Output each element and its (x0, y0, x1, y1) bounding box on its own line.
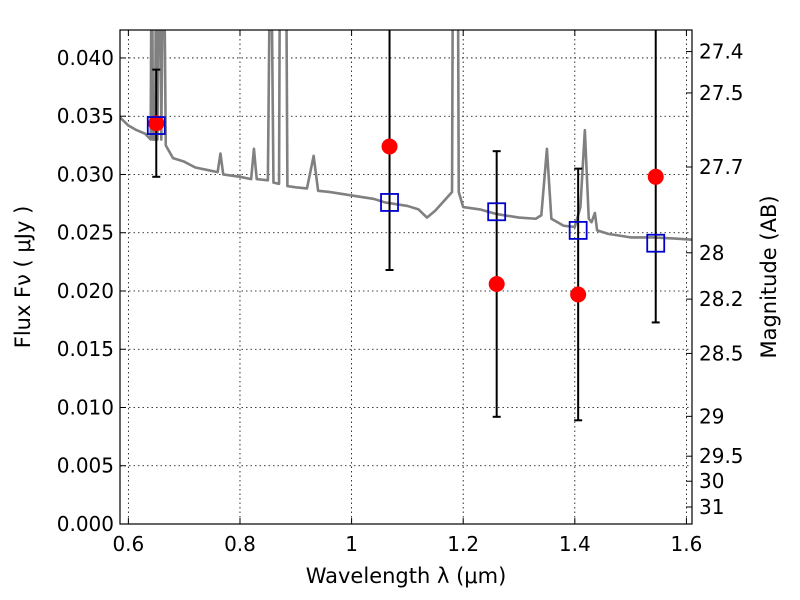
plot-frame (119, 29, 693, 525)
y-tick-label: 0.010 (57, 395, 114, 419)
observed-point (570, 286, 587, 303)
y2-tick-label: 27.7 (699, 155, 744, 179)
model-band-point (568, 220, 588, 240)
y2-tick-label: 28 (699, 241, 724, 265)
model-band-point (487, 202, 507, 222)
y-axis-label: Flux Fν ( μJy ) (11, 206, 35, 349)
x-tick-label: 1 (345, 532, 358, 556)
model-band-point (146, 116, 166, 135)
y2-tick-label: 28.2 (699, 287, 744, 311)
y-tick-label: 0.015 (57, 337, 114, 361)
ticks: 0.6 0.8 1 1.2 1.4 1.6 0.000 0.005 0.010 0.015 0.02… (57, 30, 744, 556)
data-layer (120, 30, 692, 422)
y-tick-label: 0.035 (57, 104, 114, 128)
y2-tick-label: 29 (699, 404, 724, 428)
plot-background (120, 30, 692, 524)
x-tick-label: 0.8 (224, 532, 256, 556)
observed-point (148, 115, 165, 132)
y-tick-label: 0.005 (57, 454, 114, 478)
x-tick-label: 1.2 (447, 532, 479, 556)
y2-tick-label: 27.5 (699, 81, 744, 105)
y-tick-label: 0.040 (57, 46, 114, 70)
x-axis-label: Wavelength λ (μm) (306, 564, 507, 588)
y2-axis-label: Magnitude (AB) (757, 195, 781, 358)
observed-point (381, 138, 398, 155)
y2-tick-label: 28.5 (699, 341, 744, 365)
y2-tick-label: 30 (699, 469, 724, 493)
y-tick-label: 0.025 (57, 221, 114, 245)
model-band-point (646, 233, 666, 253)
y2-tick-label: 27.4 (699, 40, 744, 64)
y2-tick-label: 29.5 (699, 444, 744, 468)
model-spectrum-line (120, 30, 692, 242)
observed-point (647, 168, 664, 185)
x-tick-label: 0.6 (112, 532, 144, 556)
x-tick-label: 1.4 (559, 532, 591, 556)
y-tick-label: 0.020 (57, 279, 114, 303)
observed-point (488, 275, 505, 292)
y2-tick-label: 31 (699, 495, 724, 519)
x-tick-label: 1.6 (671, 532, 703, 556)
y-tick-label: 0.000 (57, 512, 114, 536)
y-tick-label: 0.030 (57, 162, 114, 186)
model-band-point (380, 193, 399, 212)
